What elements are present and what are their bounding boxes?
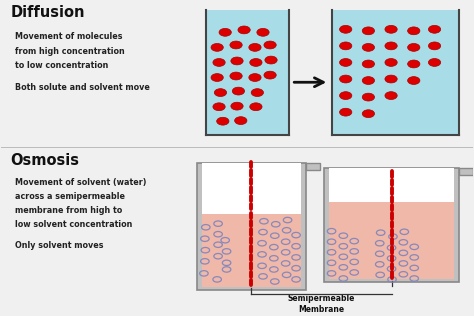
Circle shape — [257, 28, 269, 36]
Bar — [197, 163, 306, 290]
Circle shape — [230, 41, 242, 49]
Circle shape — [251, 89, 264, 96]
Text: Movement of solvent (water): Movement of solvent (water) — [15, 179, 146, 187]
Circle shape — [211, 44, 223, 51]
Bar — [459, 168, 474, 174]
Circle shape — [339, 75, 352, 83]
Text: Semipermeable
Membrane: Semipermeable Membrane — [288, 295, 355, 314]
Text: Diffusion: Diffusion — [10, 5, 85, 20]
Bar — [201, 163, 301, 287]
Text: Only solvent moves: Only solvent moves — [15, 240, 103, 250]
Text: Movement of molecules: Movement of molecules — [15, 32, 122, 41]
Bar — [331, 10, 459, 135]
Circle shape — [428, 25, 441, 33]
Circle shape — [385, 25, 397, 33]
Circle shape — [235, 117, 247, 125]
Circle shape — [214, 89, 227, 96]
Bar — [329, 202, 455, 279]
Circle shape — [362, 60, 374, 68]
Circle shape — [230, 72, 242, 80]
Text: membrane from high to: membrane from high to — [15, 206, 122, 215]
Circle shape — [231, 102, 243, 110]
Circle shape — [238, 26, 250, 34]
Circle shape — [232, 87, 245, 95]
Circle shape — [211, 74, 223, 82]
Circle shape — [428, 58, 441, 66]
Circle shape — [264, 41, 276, 49]
Circle shape — [408, 60, 420, 68]
Circle shape — [362, 44, 374, 51]
Circle shape — [385, 75, 397, 83]
Circle shape — [408, 27, 420, 35]
Bar — [324, 168, 459, 283]
Circle shape — [249, 74, 261, 82]
Circle shape — [250, 103, 262, 111]
Bar — [329, 168, 455, 279]
Bar — [206, 10, 289, 135]
Circle shape — [264, 71, 276, 79]
Circle shape — [362, 93, 374, 101]
Text: to low concentration: to low concentration — [15, 61, 108, 70]
Circle shape — [385, 58, 397, 66]
Circle shape — [265, 56, 277, 64]
Circle shape — [219, 28, 231, 36]
Text: Osmosis: Osmosis — [10, 153, 79, 168]
Circle shape — [339, 92, 352, 100]
Circle shape — [249, 44, 261, 51]
Text: from high concentration: from high concentration — [15, 47, 125, 56]
Bar — [201, 214, 301, 287]
Circle shape — [339, 58, 352, 66]
Circle shape — [362, 27, 374, 35]
Circle shape — [231, 57, 243, 65]
Bar — [306, 163, 319, 170]
Circle shape — [339, 42, 352, 50]
Circle shape — [339, 108, 352, 116]
Circle shape — [213, 58, 225, 66]
Circle shape — [250, 58, 262, 66]
Circle shape — [362, 76, 374, 84]
Text: across a semipermeable: across a semipermeable — [15, 192, 125, 201]
Circle shape — [385, 42, 397, 50]
Circle shape — [408, 44, 420, 51]
Circle shape — [217, 117, 229, 125]
Circle shape — [362, 110, 374, 118]
Circle shape — [213, 103, 225, 111]
Circle shape — [385, 92, 397, 100]
Circle shape — [408, 76, 420, 84]
Text: low solvent concentration: low solvent concentration — [15, 220, 132, 229]
Text: Both solute and solvent move: Both solute and solvent move — [15, 83, 150, 92]
Circle shape — [339, 25, 352, 33]
Circle shape — [428, 42, 441, 50]
